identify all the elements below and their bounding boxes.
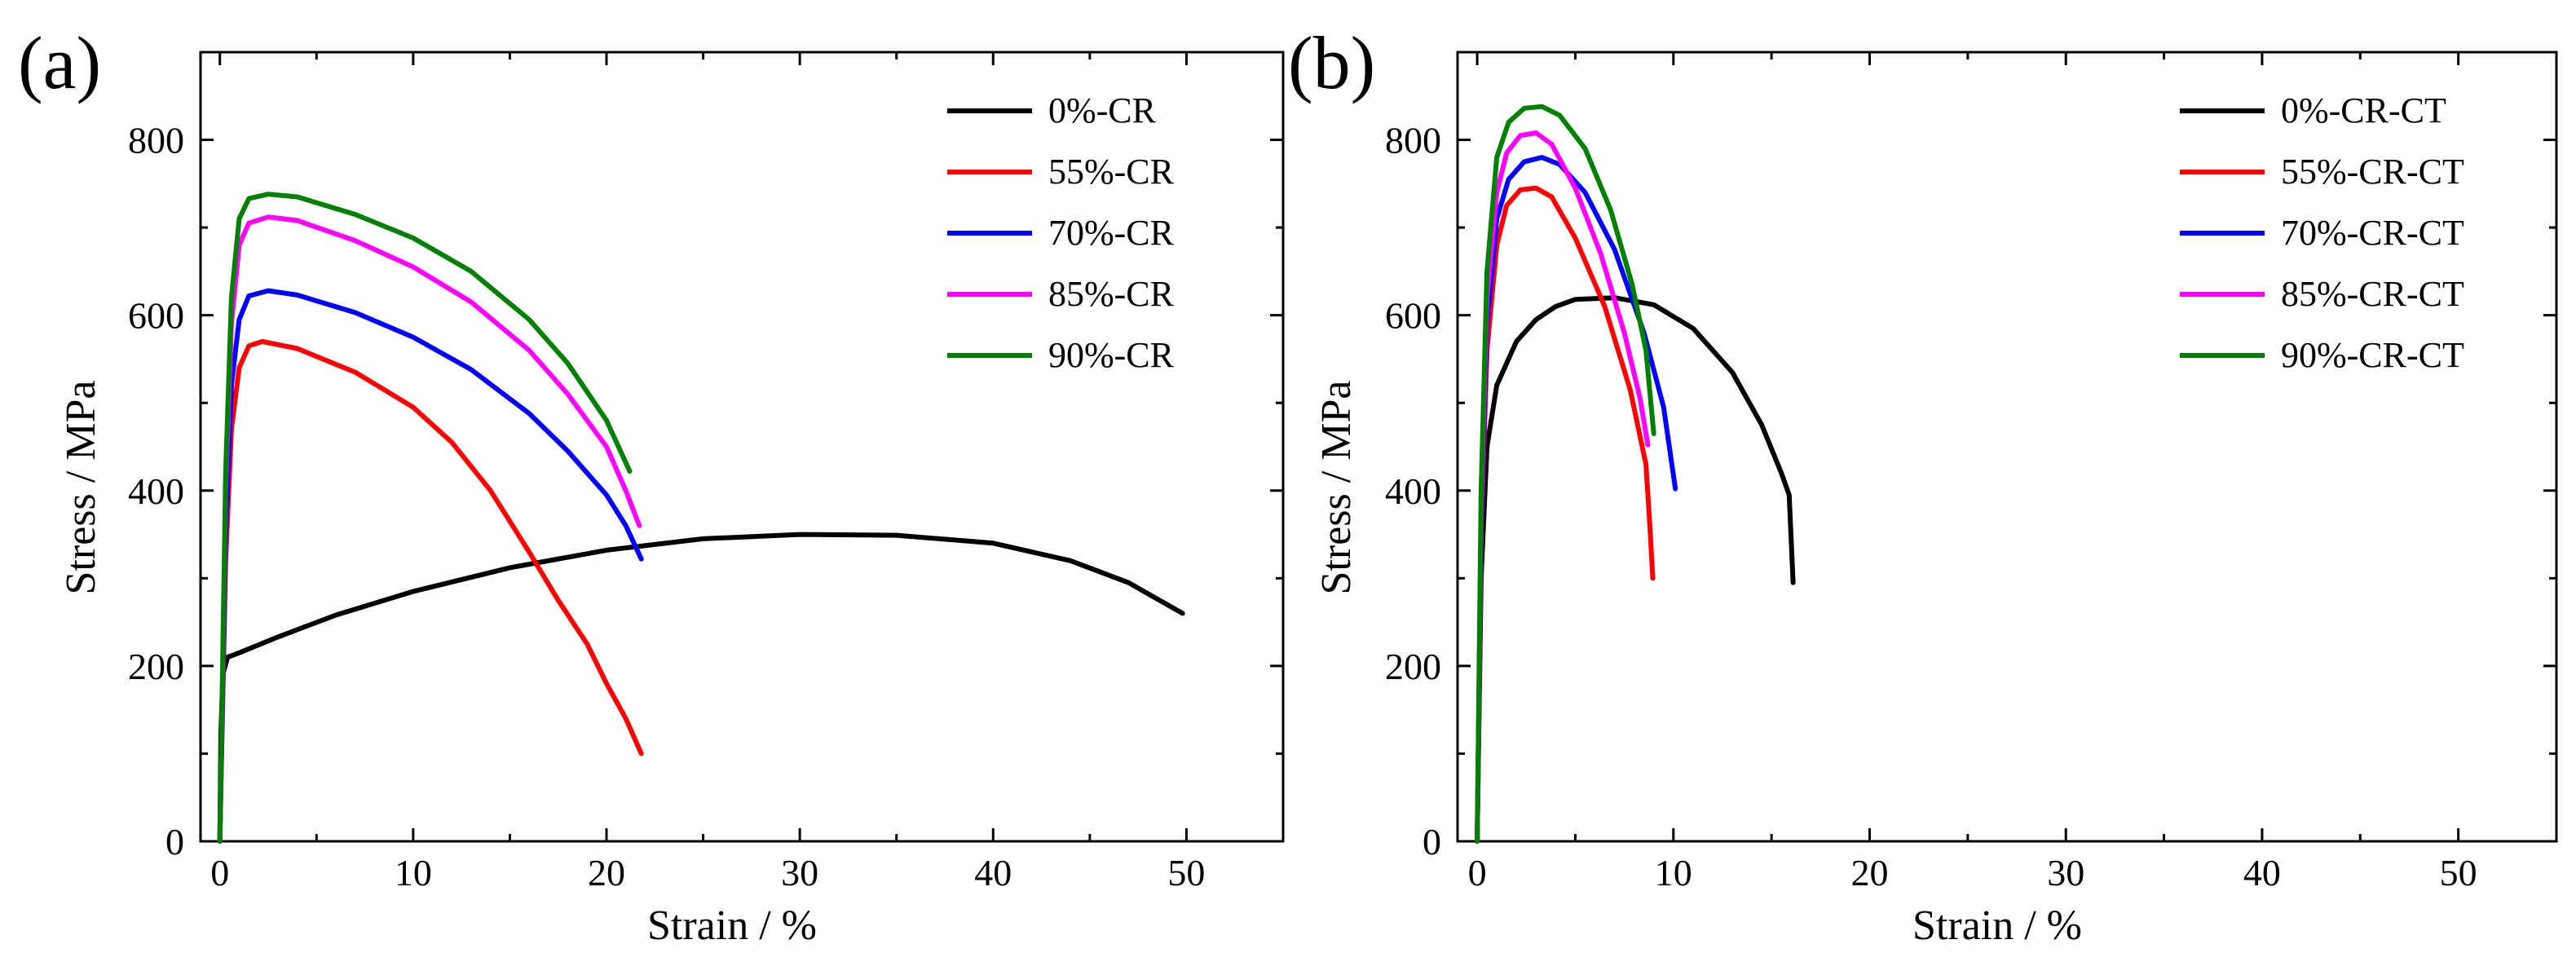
series-line xyxy=(217,288,644,844)
legend-label: 85%-CR xyxy=(1048,274,1175,314)
y-axis-title: Stress / MPa xyxy=(1313,381,1360,595)
y-axis-title: Stress / MPa xyxy=(58,381,104,595)
x-tick-label: 10 xyxy=(1655,852,1692,893)
legend-label: 70%-CR xyxy=(1048,213,1175,253)
x-tick-label: 20 xyxy=(1851,852,1889,893)
y-tick-label: 0 xyxy=(1423,821,1441,862)
x-tick-label: 30 xyxy=(2047,852,2084,893)
y-tick-label: 600 xyxy=(1385,295,1441,337)
y-tick-label: 800 xyxy=(1385,120,1441,161)
legend-label: 0%-CR-CT xyxy=(2281,90,2446,130)
series-line xyxy=(217,532,1185,844)
legend-label: 85%-CR-CT xyxy=(2281,274,2464,314)
panel-b: 0 10 20 30 40 50 0 200 400 600 800 Strain / % Stress… xyxy=(1288,21,2558,949)
series-line xyxy=(1475,130,1651,844)
y-tick-label: 600 xyxy=(128,295,184,337)
x-tick-label: 50 xyxy=(2440,852,2477,893)
x-tick-label: 30 xyxy=(781,852,818,893)
legend-label: 90%-CR xyxy=(1048,335,1175,375)
series-line xyxy=(217,338,644,844)
x-tick-label: 50 xyxy=(1167,852,1205,893)
series-line xyxy=(217,214,642,844)
x-axis-title: Strain / % xyxy=(1912,902,2082,949)
series-line xyxy=(217,192,633,844)
legend-label: 55%-CR-CT xyxy=(2281,152,2464,192)
x-tick-label: 40 xyxy=(2243,852,2281,893)
series-line xyxy=(1475,155,1678,844)
panel-a: 0 10 20 30 40 50 0 200 400 600 800 Strain / % Stress… xyxy=(18,21,1285,949)
axes-frame xyxy=(1456,51,2558,843)
series-line xyxy=(1475,295,1796,844)
axes-frame xyxy=(199,51,1285,843)
legend-label: 0%-CR xyxy=(1048,90,1157,130)
y-tick-label: 800 xyxy=(128,120,184,161)
y-tick-label: 400 xyxy=(1385,470,1441,512)
panel-label: (b) xyxy=(1288,21,1375,104)
legend-label: 70%-CR-CT xyxy=(2281,213,2464,253)
y-tick-label: 200 xyxy=(1385,646,1441,687)
y-tick-label: 0 xyxy=(165,821,184,862)
x-tick-label: 10 xyxy=(395,852,432,893)
x-axis-title: Strain / % xyxy=(647,902,817,949)
series-line xyxy=(1475,104,1656,844)
x-tick-label: 0 xyxy=(210,852,229,893)
panel-label: (a) xyxy=(18,21,101,104)
y-tick-label: 400 xyxy=(128,470,184,512)
x-tick-label: 40 xyxy=(974,852,1012,893)
legend-label: 90%-CR-CT xyxy=(2281,335,2464,375)
x-tick-label: 20 xyxy=(588,852,625,893)
x-tick-label: 0 xyxy=(1468,852,1487,893)
y-tick-label: 200 xyxy=(128,646,184,687)
legend-label: 55%-CR xyxy=(1048,152,1175,192)
